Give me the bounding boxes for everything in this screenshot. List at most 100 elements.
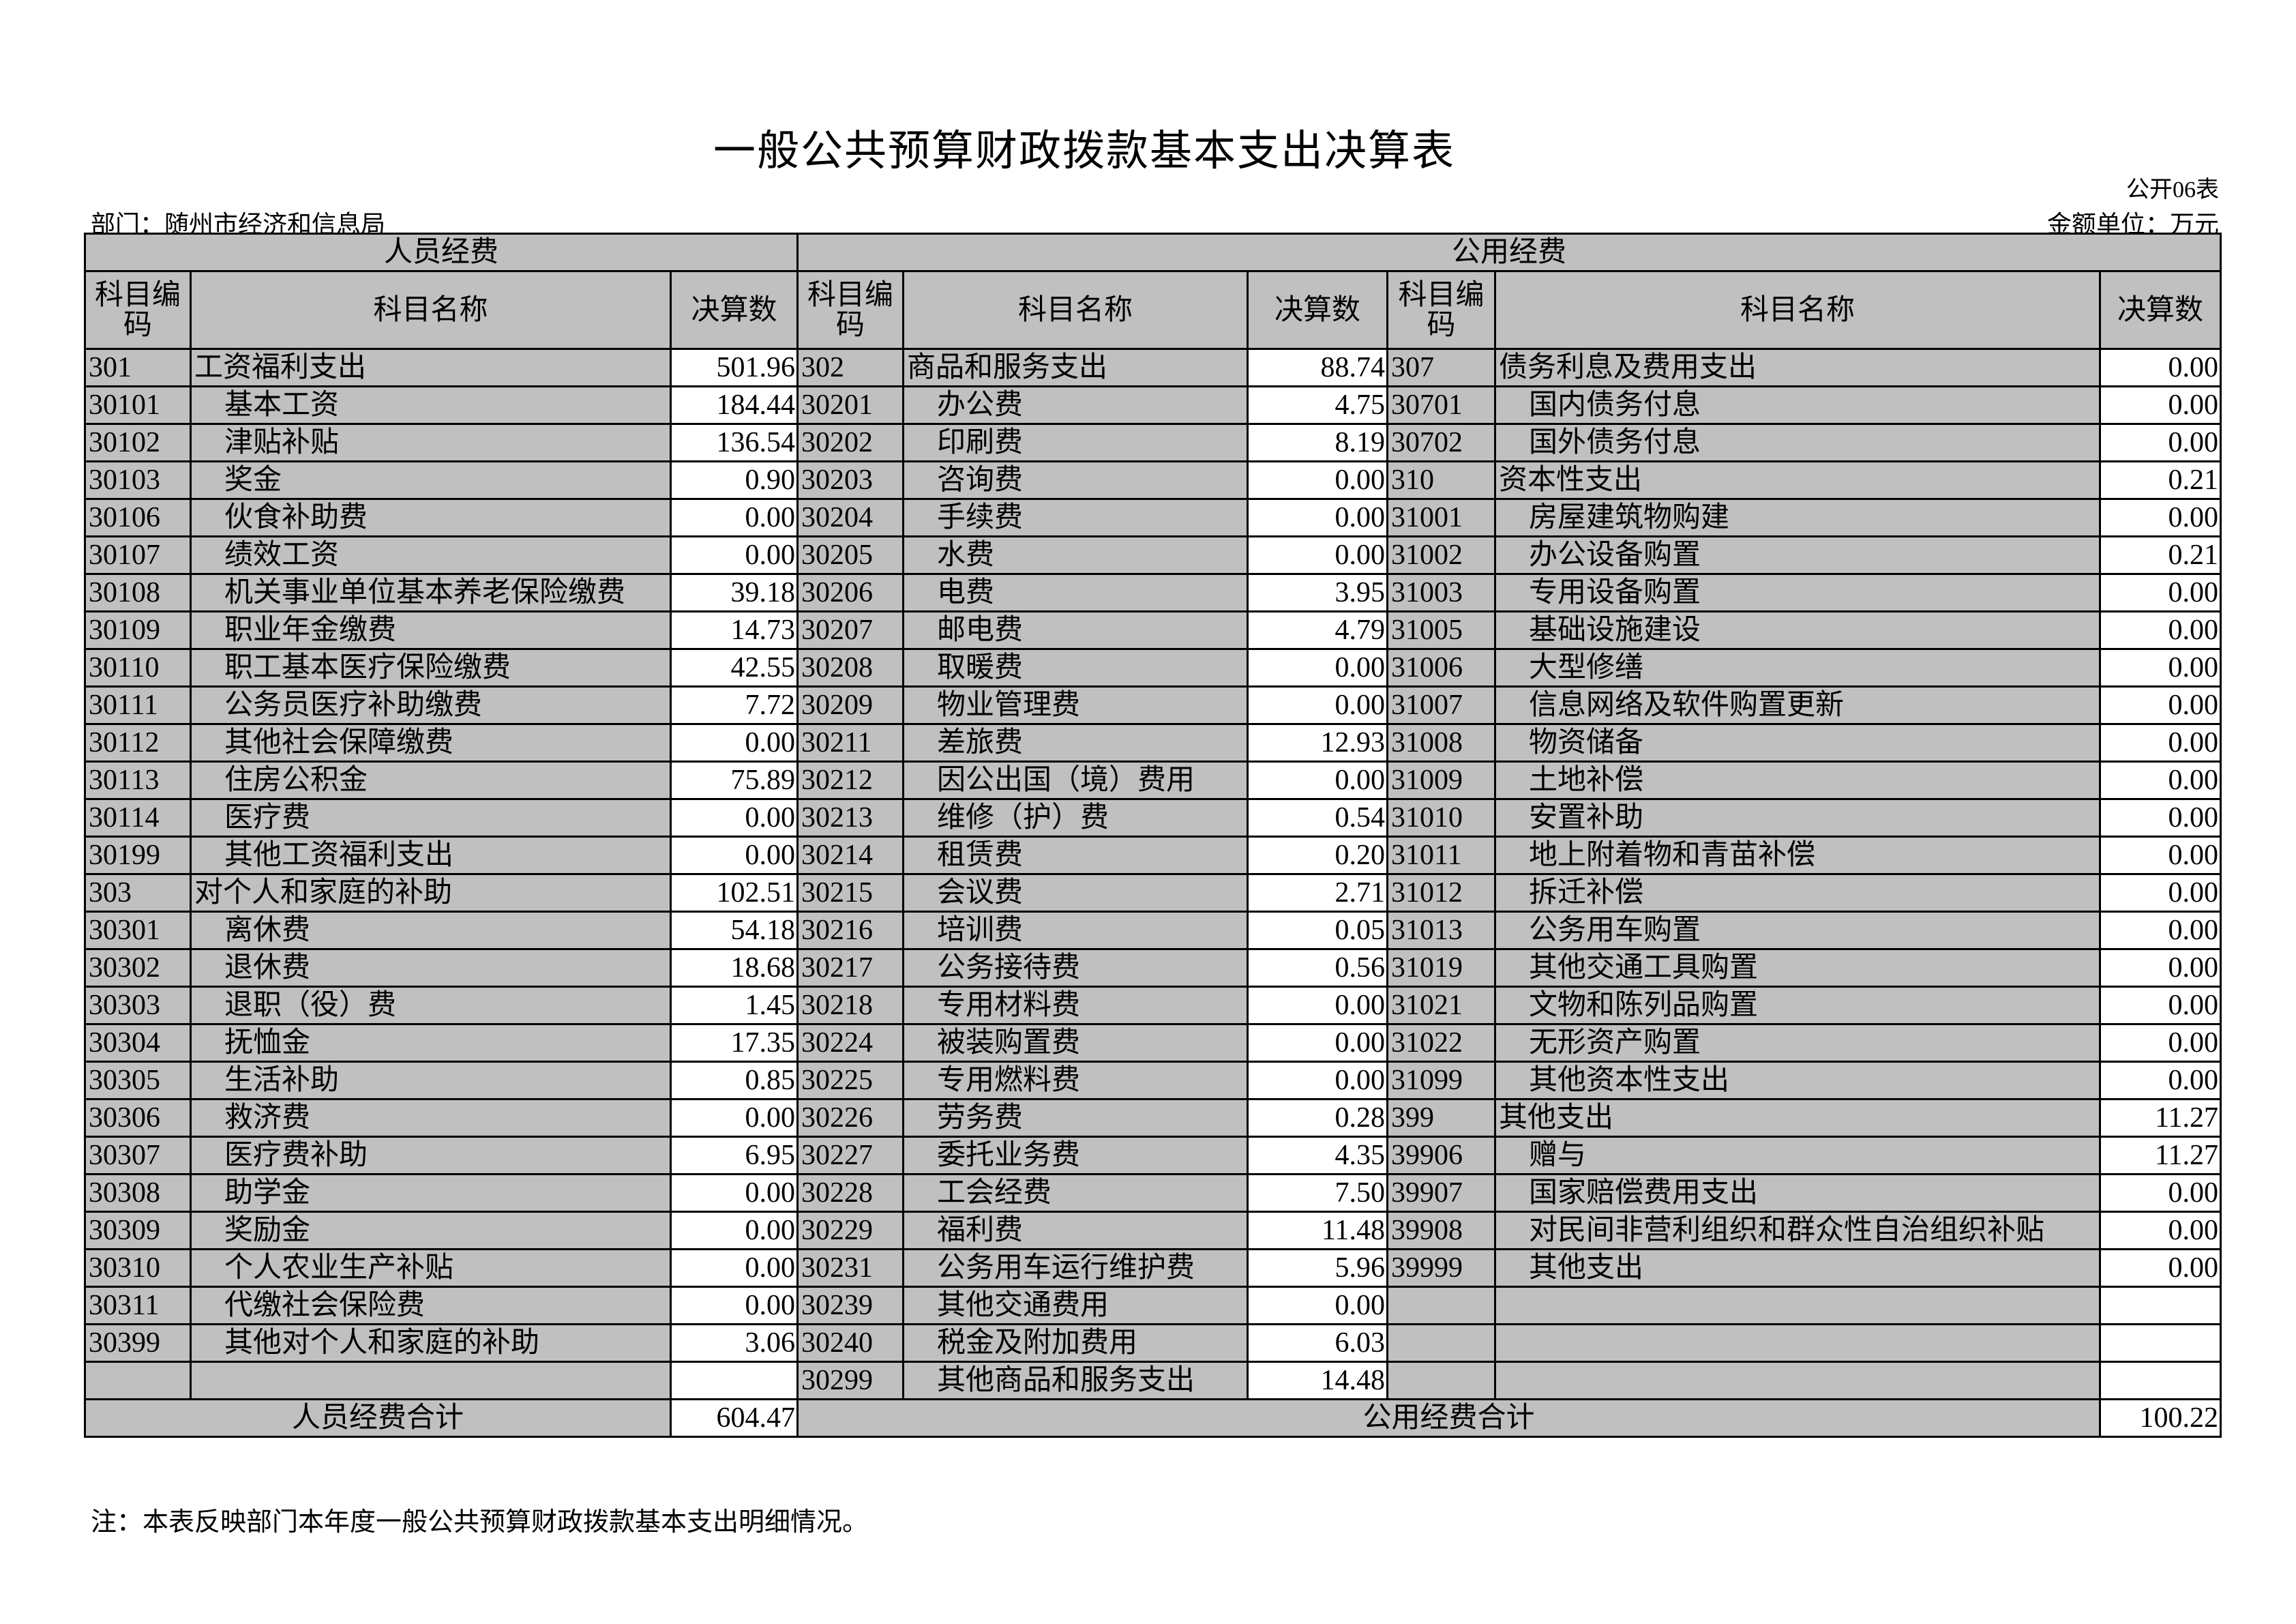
item-amount: 0.56 <box>1247 948 1388 988</box>
item-name: 专用设备购置 <box>1494 573 2101 612</box>
table-row: 30101 基本工资 184.44 30201 办公费 4.75 30701 国内债务付息 0.… <box>84 385 2222 425</box>
item-name <box>1494 1361 2101 1400</box>
item-amount: 3.95 <box>1247 573 1388 612</box>
table-row: 301 工资福利支出 501.96 302 商品和服务支出 88.74 307 债务利息及费用… <box>84 348 2222 387</box>
header-name: 科目名称 <box>1494 270 2101 350</box>
item-name: 邮电费 <box>902 610 1249 650</box>
item-name: 电费 <box>902 573 1249 612</box>
item-code: 30228 <box>796 1173 904 1213</box>
item-amount: 0.00 <box>670 1098 799 1138</box>
item-name: 职业年金缴费 <box>190 610 672 650</box>
item-amount: 0.00 <box>2098 648 2222 688</box>
item-code: 30213 <box>796 798 904 838</box>
item-name: 国外债务付息 <box>1494 423 2101 462</box>
item-amount: 0.21 <box>2098 535 2222 575</box>
item-name: 维修（护）费 <box>902 798 1249 838</box>
item-code: 30107 <box>84 535 192 575</box>
item-amount: 0.00 <box>1247 460 1388 500</box>
public-total-amount: 100.22 <box>2098 1398 2222 1438</box>
item-amount: 184.44 <box>670 385 799 425</box>
item-amount: 0.00 <box>2098 948 2222 988</box>
item-code: 30701 <box>1386 385 1496 425</box>
item-code: 31012 <box>1386 873 1496 913</box>
table-row: 30111 公务员医疗补助缴费 7.72 30209 物业管理费 0.00 31007 信息网… <box>84 685 2222 725</box>
item-amount: 0.00 <box>2098 723 2222 763</box>
item-amount: 4.35 <box>1247 1136 1388 1175</box>
item-code: 30225 <box>796 1061 904 1100</box>
item-code <box>1386 1323 1496 1363</box>
item-amount: 88.74 <box>1247 348 1388 387</box>
item-code: 310 <box>1386 460 1496 500</box>
item-amount: 0.00 <box>2098 1248 2222 1288</box>
item-code: 302 <box>796 348 904 387</box>
item-amount <box>2098 1323 2222 1363</box>
item-code: 30206 <box>796 573 904 612</box>
item-code: 30114 <box>84 798 192 838</box>
item-code: 30231 <box>796 1248 904 1288</box>
item-code: 31013 <box>1386 911 1496 950</box>
item-name: 专用燃料费 <box>902 1061 1249 1100</box>
table-row: 30107 绩效工资 0.00 30205 水费 0.00 31002 办公设备购置 0.21 <box>84 535 2222 575</box>
item-name: 绩效工资 <box>190 535 672 575</box>
item-amount: 0.00 <box>2098 1061 2222 1100</box>
item-name: 其他资本性支出 <box>1494 1061 2101 1100</box>
item-amount <box>2098 1286 2222 1325</box>
item-amount: 0.00 <box>2098 498 2222 537</box>
table-row: 30113 住房公积金 75.89 30212 因公出国（境）费用 0.00 31009 土地… <box>84 761 2222 800</box>
item-name: 印刷费 <box>902 423 1249 462</box>
item-name: 大型修缮 <box>1494 648 2101 688</box>
item-name: 会议费 <box>902 873 1249 913</box>
table-row: 30301 离休费 54.18 30216 培训费 0.05 31013 公务用车购置 0.00 <box>84 911 2222 950</box>
item-code: 30109 <box>84 610 192 650</box>
item-amount: 0.00 <box>2098 836 2222 875</box>
header-amount: 决算数 <box>2098 270 2222 350</box>
item-code: 30108 <box>84 573 192 612</box>
item-code: 39907 <box>1386 1173 1496 1213</box>
item-amount: 0.00 <box>670 1286 799 1325</box>
item-name: 信息网络及软件购置更新 <box>1494 685 2101 725</box>
header-name: 科目名称 <box>190 270 672 350</box>
header-code: 科目编码 <box>1386 270 1496 350</box>
item-code: 30305 <box>84 1061 192 1100</box>
item-amount <box>670 1361 799 1400</box>
item-name: 生活补助 <box>190 1061 672 1100</box>
table-row: 30306 救济费 0.00 30226 劳务费 0.28 399 其他支出 11.27 <box>84 1098 2222 1138</box>
public-total-label: 公用经费合计 <box>796 1398 2101 1438</box>
personnel-total-label: 人员经费合计 <box>84 1398 672 1438</box>
item-name <box>1494 1286 2101 1325</box>
item-amount: 17.35 <box>670 1023 799 1063</box>
item-code: 30208 <box>796 648 904 688</box>
item-name: 文物和陈列品购置 <box>1494 986 2101 1025</box>
item-amount: 0.00 <box>2098 573 2222 612</box>
item-name: 拆迁补偿 <box>1494 873 2101 913</box>
item-amount: 2.71 <box>1247 873 1388 913</box>
table-row: 30310 个人农业生产补贴 0.00 30231 公务用车运行维护费 5.96 39999… <box>84 1248 2222 1288</box>
item-name: 劳务费 <box>902 1098 1249 1138</box>
item-code <box>1386 1286 1496 1325</box>
item-code <box>84 1361 192 1400</box>
item-amount: 102.51 <box>670 873 799 913</box>
item-amount: 0.85 <box>670 1061 799 1100</box>
item-name: 专用材料费 <box>902 986 1249 1025</box>
item-amount: 0.00 <box>1247 498 1388 537</box>
item-code: 31011 <box>1386 836 1496 875</box>
item-name: 公务接待费 <box>902 948 1249 988</box>
table-row: 30299 其他商品和服务支出 14.48 <box>84 1361 2222 1400</box>
table-row: 30108 机关事业单位基本养老保险缴费 39.18 30206 电费 3.95 31003… <box>84 573 2222 612</box>
table-row: 30102 津贴补贴 136.54 30202 印刷费 8.19 30702 国外债务付息 0.… <box>84 423 2222 462</box>
item-amount: 54.18 <box>670 911 799 950</box>
item-code: 30399 <box>84 1323 192 1363</box>
item-amount: 0.05 <box>1247 911 1388 950</box>
item-name: 伙食补助费 <box>190 498 672 537</box>
item-code: 31007 <box>1386 685 1496 725</box>
item-code: 30227 <box>796 1136 904 1175</box>
item-name: 无形资产购置 <box>1494 1023 2101 1063</box>
item-amount: 0.00 <box>2098 685 2222 725</box>
item-name: 租赁费 <box>902 836 1249 875</box>
item-amount: 4.79 <box>1247 610 1388 650</box>
table-row: 30114 医疗费 0.00 30213 维修（护）费 0.54 31010 安置补助 0.00 <box>84 798 2222 838</box>
item-name: 办公设备购置 <box>1494 535 2101 575</box>
item-amount: 0.21 <box>2098 460 2222 500</box>
item-name <box>190 1361 672 1400</box>
item-amount: 6.95 <box>670 1136 799 1175</box>
